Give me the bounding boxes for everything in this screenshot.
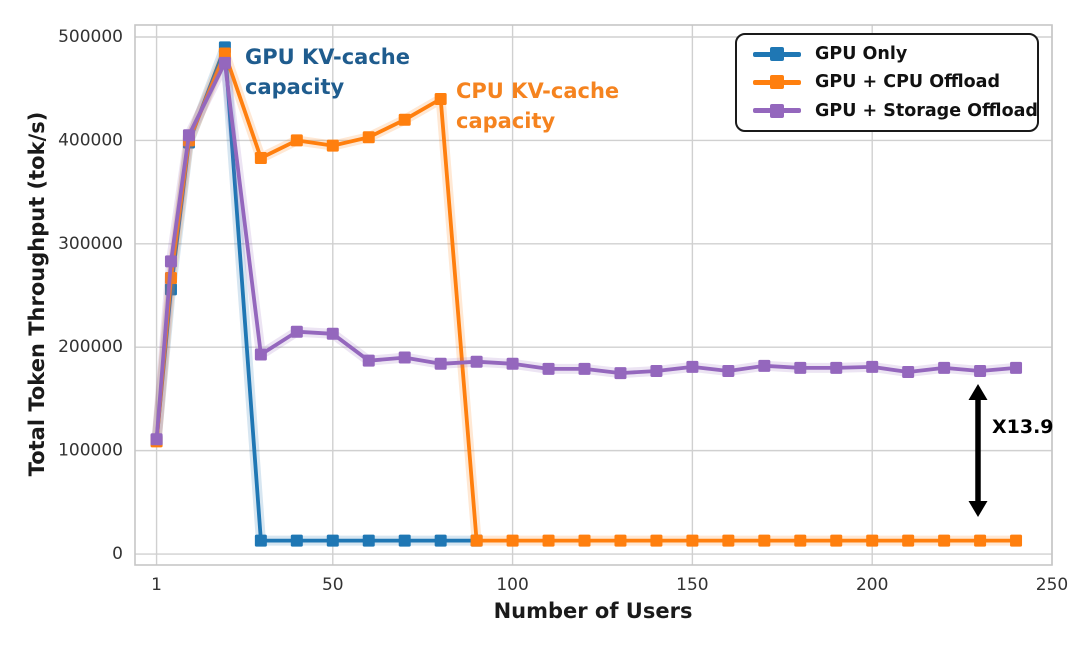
data-point-marker [866,360,879,373]
arrow-head-up-icon [968,384,988,400]
data-point-marker [398,351,411,364]
arrow-head-down-icon [968,501,988,517]
data-point-marker [830,534,843,547]
data-point-marker [326,139,339,152]
y-tick-label: 400000 [58,130,123,150]
x-axis-label: Number of Users [493,599,693,623]
data-point-marker [542,534,555,547]
data-point-marker [902,366,915,379]
data-point-marker [866,534,879,547]
ratio-label: X13.9 [992,416,1054,438]
plot-border [134,24,1053,566]
data-point-marker [578,362,591,375]
data-point-marker [290,325,303,338]
annotation-gpu-kv-cache-line2: capacity [245,75,345,99]
annotation-cpu-kv-cache: CPU KV-cache capacity [456,76,619,136]
legend-marker-gpu-storage-offload-icon [753,103,801,118]
data-point-marker [290,134,303,147]
data-point-marker [974,534,987,547]
data-point-marker [1010,534,1023,547]
axis-tick-labels: 1 50 100 150 200 2500100000200000300000400000… [58,27,1068,595]
legend-label-gpu-cpu-offload: GPU + CPU Offload [815,72,1000,93]
data-point-marker [326,534,339,547]
legend-item-gpu-cpu-offload: GPU + CPU Offload [753,72,1029,92]
y-tick-label: 100000 [58,441,123,461]
y-tick-label: 300000 [58,234,123,254]
data-point-marker [542,362,555,375]
data-point-marker [902,534,915,547]
data-point-marker [938,534,951,547]
data-point-marker [362,131,375,144]
x-tick-label: 150 [676,575,708,595]
legend: GPU Only GPU + CPU Offload GPU + Storage… [735,33,1039,132]
legend-label-gpu-storage-offload: GPU + Storage Offload [815,100,1038,121]
data-point-marker [614,534,627,547]
plot-border-rect [134,24,1053,566]
data-point-marker [254,534,267,547]
legend-item-gpu-only: GPU Only [753,44,1029,64]
data-point-marker [758,359,771,372]
data-point-marker [362,534,375,547]
data-point-marker [150,433,163,446]
data-point-marker [254,348,267,361]
y-tick-label: 0 [112,544,123,564]
x-tick-label: 200 [856,575,888,595]
legend-label-gpu-only: GPU Only [815,44,908,65]
legend-marker-gpu-only-icon [753,47,801,62]
data-point-marker [686,360,699,373]
data-point-marker [290,534,303,547]
data-point-marker [470,355,483,368]
data-point-marker [614,367,627,380]
data-point-marker [434,534,447,547]
data-point-marker [470,534,483,547]
data-point-marker [434,357,447,370]
data-point-marker [686,534,699,547]
data-point-marker [938,361,951,374]
data-point-marker [254,151,267,164]
data-point-marker [650,365,663,378]
x-tick-label: 100 [496,575,528,595]
x-tick-label: 250 [1036,575,1068,595]
data-point-marker [722,534,735,547]
y-tick-label: 500000 [58,27,123,47]
y-axis-label: Total Token Throughput (tok/s) [25,111,49,477]
x-tick-label: 1 [151,575,162,595]
x-tick-label: 50 [322,575,344,595]
data-point-marker [398,113,411,126]
data-point-marker [794,361,807,374]
data-point-marker [398,534,411,547]
data-point-marker [218,47,231,60]
ratio-arrow [968,384,988,517]
data-point-marker [506,534,519,547]
annotation-gpu-kv-cache-line1: GPU KV-cache [245,45,410,69]
data-point-marker [758,534,771,547]
series-band [151,42,482,546]
data-series [150,41,1023,547]
data-point-marker [722,365,735,378]
data-point-marker [794,534,807,547]
data-point-marker [362,354,375,367]
legend-marker-gpu-cpu-offload-icon [753,75,801,90]
annotation-cpu-kv-cache-line2: capacity [456,109,556,133]
data-point-marker [974,365,987,378]
data-point-marker [506,357,519,370]
data-point-marker [650,534,663,547]
annotation-cpu-kv-cache-line1: CPU KV-cache [456,79,620,103]
data-point-marker [164,255,177,268]
data-point-marker [1010,361,1023,374]
series-line [154,45,479,543]
data-point-marker [218,56,231,69]
y-tick-label: 200000 [58,337,123,357]
data-point-marker [182,129,195,142]
data-point-marker [434,93,447,106]
legend-item-gpu-storage-offload: GPU + Storage Offload [753,101,1038,121]
data-point-marker [326,327,339,340]
annotation-gpu-kv-cache: GPU KV-cache capacity [245,42,410,102]
data-point-marker [830,361,843,374]
data-point-marker [578,534,591,547]
